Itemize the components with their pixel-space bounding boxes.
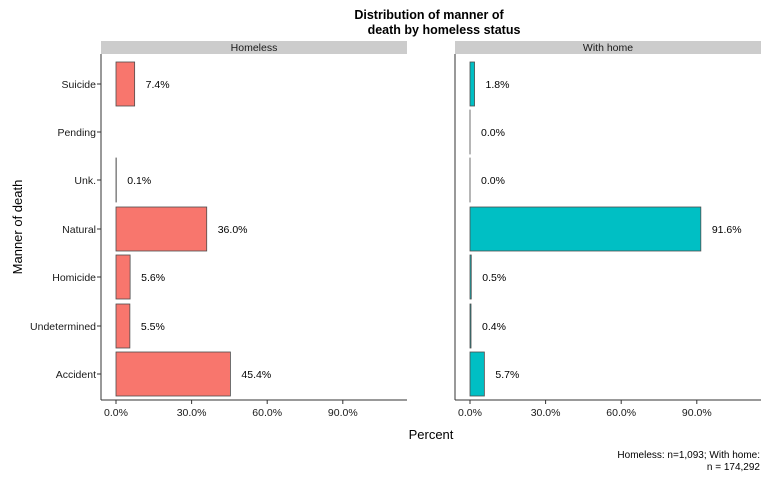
bar-homeless-natural — [115, 206, 208, 252]
bar-value-label: 1.8% — [486, 79, 510, 91]
y-tick-label: Accident — [56, 369, 96, 381]
x-tick-label: 30.0% — [177, 407, 207, 419]
facet-strip — [455, 41, 761, 54]
chart-title-line-1: Distribution of manner of — [354, 8, 504, 22]
bar-with-home-homicide — [469, 254, 472, 300]
bar-value-label: 0.4% — [482, 321, 506, 333]
bar-value-label: 0.0% — [481, 127, 505, 139]
bar-value-label: 5.6% — [141, 272, 165, 284]
bar-value-label: 7.4% — [146, 79, 170, 91]
bar-value-label: 5.7% — [495, 369, 519, 381]
x-tick-label: 0.0% — [458, 407, 482, 419]
x-tick-label: 60.0% — [606, 407, 636, 419]
y-tick-label: Undetermined — [30, 321, 96, 333]
bar-homeless-undetermined — [115, 303, 131, 349]
bar-with-home-suicide — [469, 61, 475, 107]
bar-with-home-natural — [469, 206, 702, 252]
bar-homeless-homicide — [115, 254, 131, 300]
chart-title-line-2: death by homeless status — [368, 23, 521, 37]
y-tick-label: Pending — [57, 127, 96, 139]
x-tick-label: 30.0% — [531, 407, 561, 419]
bar-value-label: 36.0% — [218, 224, 248, 236]
x-tick-label: 90.0% — [328, 407, 358, 419]
bar-homeless-suicide — [115, 61, 136, 107]
x-tick-label: 90.0% — [682, 407, 712, 419]
bar-with-home-undetermined — [469, 303, 472, 349]
bar-value-label: 45.4% — [241, 369, 271, 381]
bar-value-label: 5.5% — [141, 321, 165, 333]
bar-with-home-accident — [469, 351, 485, 397]
y-tick-label: Natural — [62, 224, 96, 236]
bar-value-label: 91.6% — [712, 224, 742, 236]
bar-value-label: 0.5% — [482, 272, 506, 284]
y-tick-label: Homicide — [52, 272, 96, 284]
x-tick-label: 0.0% — [104, 407, 128, 419]
x-tick-label: 60.0% — [252, 407, 282, 419]
facet-strip-label: Homeless — [231, 42, 278, 54]
y-tick-label: Unk. — [74, 175, 96, 187]
bar-value-label: 0.0% — [481, 175, 505, 187]
caption-line-2: n = 174,292 — [707, 462, 761, 473]
facet-strip-label: With home — [583, 42, 633, 54]
x-axis-title: Percent — [409, 427, 454, 442]
y-tick-label: Suicide — [62, 79, 97, 91]
bar-value-label: 0.1% — [127, 175, 151, 187]
caption-line-1: Homeless: n=1,093; With home: — [617, 450, 760, 461]
bar-homeless-accident — [115, 351, 231, 397]
y-axis-title: Manner of death — [10, 180, 25, 275]
facet-strip — [101, 41, 407, 54]
